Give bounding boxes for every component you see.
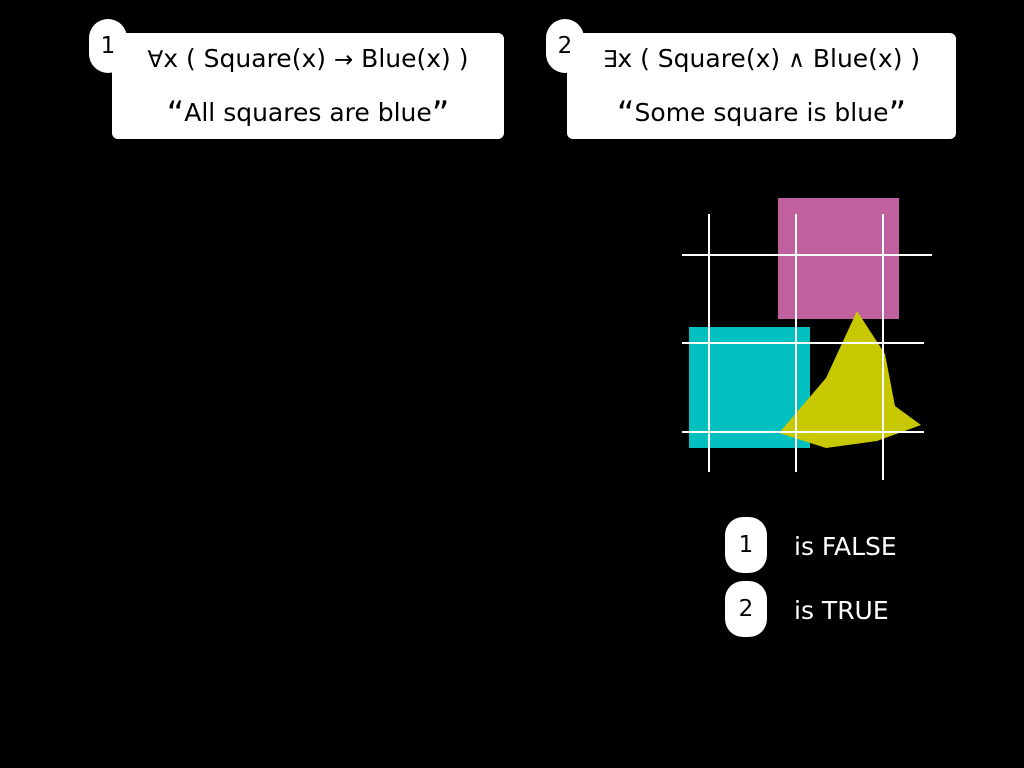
formula-1-body: x ( Square(x) [163, 44, 334, 73]
formula-1-tail: Blue(x) ) [353, 44, 469, 73]
open-quote: “ [166, 94, 185, 134]
gloss-2: “Some square is blue” [567, 97, 956, 131]
yellow-triangle [779, 311, 921, 448]
grid [682, 214, 932, 480]
result-number-badge-1: 1 [725, 517, 767, 573]
magenta-square [778, 198, 899, 319]
formula-card-1: ∀x ( Square(x) → Blue(x) ) “All squares … [112, 33, 504, 139]
formula-2-tail: Blue(x) ) [804, 44, 921, 73]
formula-1: ∀x ( Square(x) → Blue(x) ) [112, 43, 504, 76]
and-symbol: ∧ [788, 47, 805, 73]
formula-2-body: x ( Square(x) [617, 44, 789, 73]
gloss-1: “All squares are blue” [112, 97, 504, 131]
result-number-badge-2: 2 [725, 581, 767, 637]
close-quote: ” [888, 94, 907, 134]
forall-symbol: ∀ [147, 47, 164, 73]
close-quote: ” [431, 94, 450, 134]
gloss-2-text: Some square is blue [634, 98, 889, 127]
formula-2: ∃x ( Square(x) ∧ Blue(x) ) [567, 43, 956, 76]
formula-card-2: ∃x ( Square(x) ∧ Blue(x) ) “Some square … [567, 33, 956, 139]
open-quote: “ [616, 94, 635, 134]
gloss-1-text: All squares are blue [184, 98, 432, 127]
formula-number-badge-2: 2 [546, 19, 584, 73]
result-1-text: is FALSE [794, 532, 897, 561]
result-2-text: is TRUE [794, 596, 889, 625]
formula-number-badge-1: 1 [89, 19, 127, 73]
exists-symbol: ∃ [602, 47, 618, 73]
implies-symbol: → [333, 47, 354, 73]
